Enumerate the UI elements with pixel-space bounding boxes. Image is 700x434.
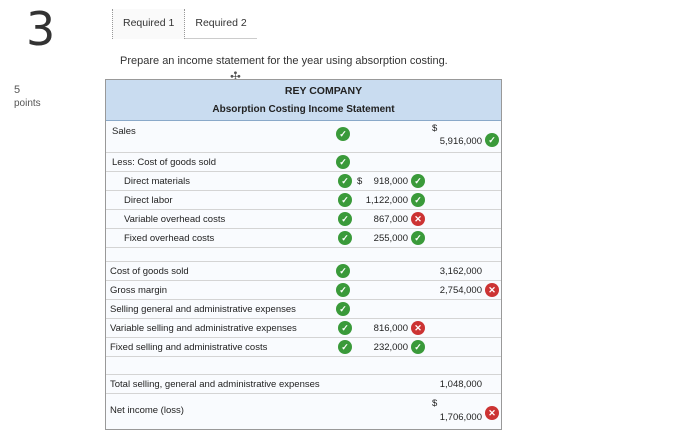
check-circle-icon: ✓ [336, 155, 350, 169]
blank-row [106, 357, 501, 375]
row-direct-labor: Direct labor ✓ 1,122,000 ✓ [106, 191, 501, 210]
row-gross-margin: Gross margin ✓ 2,754,000 ✕ [106, 281, 501, 300]
direct-materials-amount[interactable]: 918,000 [373, 176, 408, 187]
question-number: 3 [26, 2, 56, 56]
x-circle-icon: ✕ [411, 212, 425, 226]
row-variable-overhead: Variable overhead costs ✓ 867,000 ✕ [106, 210, 501, 229]
row-fixed-overhead: Fixed overhead costs ✓ 255,000 ✓ [106, 229, 501, 248]
row-label[interactable]: Sales [112, 126, 136, 137]
check-circle-icon: ✓ [411, 231, 425, 245]
row-label[interactable]: Direct labor [124, 195, 173, 206]
dollar-sign: $ [432, 123, 438, 134]
row-total-sga: Total selling, general and administrativ… [106, 375, 501, 394]
blank-row [106, 248, 501, 262]
statement-header: REY COMPANY Absorption Costing Income St… [106, 80, 501, 121]
fixed-selling-amount[interactable]: 232,000 [373, 342, 408, 353]
x-circle-icon: ✕ [411, 321, 425, 335]
row-direct-materials: Direct materials ✓ $ 918,000 ✓ [106, 172, 501, 191]
row-label[interactable]: Selling general and administrative expen… [110, 304, 296, 315]
check-circle-icon: ✓ [338, 193, 352, 207]
variable-selling-amount[interactable]: 816,000 [373, 323, 408, 334]
row-fixed-selling: Fixed selling and administrative costs ✓… [106, 338, 501, 357]
row-net-income: Net income (loss) $ 1,706,000 ✕ [106, 394, 501, 429]
check-circle-icon: ✓ [338, 321, 352, 335]
check-circle-icon: ✓ [336, 264, 350, 278]
row-label[interactable]: Total selling, general and administrativ… [110, 379, 320, 390]
row-label[interactable]: Cost of goods sold [110, 266, 189, 277]
row-label[interactable]: Fixed selling and administrative costs [110, 342, 268, 353]
x-circle-icon: ✕ [485, 283, 499, 297]
variable-overhead-amount[interactable]: 867,000 [373, 214, 408, 225]
points-value: 5 [14, 84, 21, 96]
check-circle-icon: ✓ [411, 174, 425, 188]
points-label: points [14, 98, 41, 109]
income-statement-table: REY COMPANY Absorption Costing Income St… [105, 79, 502, 430]
gross-margin-amount[interactable]: 2,754,000 [439, 285, 482, 296]
check-circle-icon: ✓ [338, 212, 352, 226]
dollar-sign: $ [357, 176, 363, 187]
check-circle-icon: ✓ [336, 283, 350, 297]
row-less-cogs: Less: Cost of goods sold ✓ [106, 153, 501, 172]
row-label[interactable]: Less: Cost of goods sold [112, 157, 217, 168]
row-sga: Selling general and administrative expen… [106, 300, 501, 319]
tab-bar: Required 1 Required 2 [112, 9, 257, 39]
net-income-amount[interactable]: 1,706,000 [439, 412, 482, 423]
row-label[interactable]: Direct materials [124, 176, 190, 187]
row-cogs: Cost of goods sold ✓ 3,162,000 [106, 262, 501, 281]
fixed-overhead-amount[interactable]: 255,000 [373, 233, 408, 244]
check-circle-icon: ✓ [338, 174, 352, 188]
row-variable-selling: Variable selling and administrative expe… [106, 319, 501, 338]
company-name: REY COMPANY [284, 85, 363, 97]
row-label[interactable]: Variable overhead costs [124, 214, 226, 225]
total-sga-amount[interactable]: 1,048,000 [439, 379, 482, 390]
tab-required-2[interactable]: Required 2 [185, 9, 257, 39]
check-circle-icon: ✓ [338, 231, 352, 245]
check-circle-icon: ✓ [336, 127, 350, 141]
tab-required-1[interactable]: Required 1 [112, 9, 186, 39]
check-circle-icon: ✓ [485, 133, 499, 147]
row-label[interactable]: Gross margin [110, 285, 168, 296]
row-label[interactable]: Net income (loss) [110, 405, 184, 416]
statement-title: Absorption Costing Income Statement [212, 104, 395, 115]
check-circle-icon: ✓ [338, 340, 352, 354]
row-label[interactable]: Fixed overhead costs [124, 233, 215, 244]
sales-amount[interactable]: 5,916,000 [439, 136, 482, 147]
dollar-sign: $ [432, 398, 438, 409]
check-circle-icon: ✓ [411, 193, 425, 207]
row-sales: Sales ✓ $ 5,916,000 ✓ [106, 121, 501, 153]
move-cursor-icon: ✣ [230, 69, 241, 84]
cogs-amount[interactable]: 3,162,000 [439, 266, 482, 277]
x-circle-icon: ✕ [485, 406, 499, 420]
direct-labor-amount[interactable]: 1,122,000 [365, 195, 408, 206]
check-circle-icon: ✓ [336, 302, 350, 316]
instruction-text: Prepare an income statement for the year… [120, 55, 448, 67]
row-label[interactable]: Variable selling and administrative expe… [110, 323, 297, 334]
check-circle-icon: ✓ [411, 340, 425, 354]
